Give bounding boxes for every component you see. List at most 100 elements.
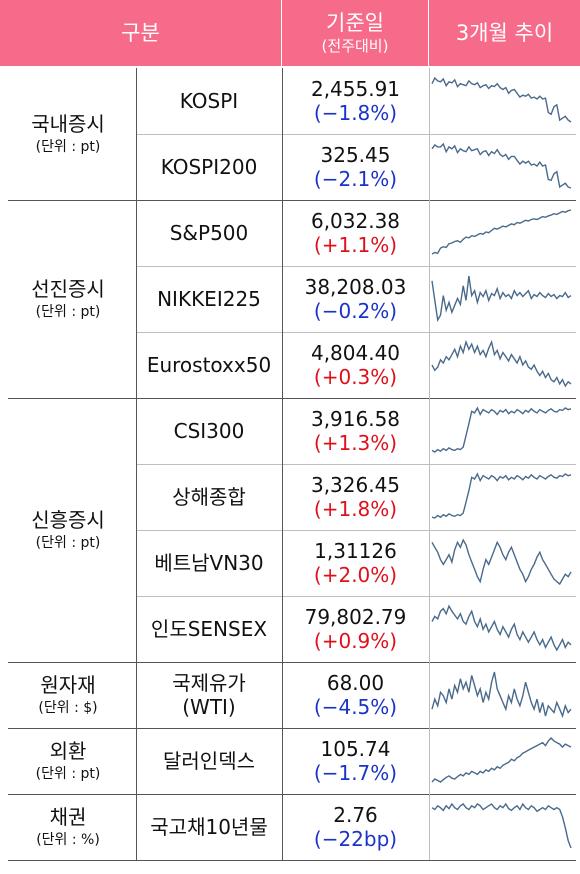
index-cell: KOSPI (136, 68, 282, 134)
weekly-change: (−4.5%) (313, 695, 398, 719)
column-divider (282, 68, 283, 860)
category-unit: (단위 : pt) (35, 139, 101, 155)
index-value: 3,916.58 (310, 407, 401, 431)
weekly-change: (−22bp) (313, 827, 398, 851)
index-cell: 베트남VN30 (136, 530, 282, 596)
trend-line (431, 538, 572, 586)
trend-line (431, 76, 572, 123)
trend-sparkline (431, 604, 572, 652)
weekly-change: (+1.1%) (313, 233, 398, 257)
trend-sparkline (431, 142, 572, 189)
value-cell: 4,804.40 (+0.3%) (282, 332, 429, 398)
trend-sparkline (431, 802, 572, 849)
trend-line (431, 275, 572, 323)
trend-line (431, 802, 572, 849)
row-divider (136, 464, 576, 465)
value-cell: 2,455.91 (−1.8%) (282, 68, 429, 134)
index-cell: 국제유가 (WTI) (136, 662, 282, 728)
row-divider (8, 662, 576, 663)
index-cell: KOSPI200 (136, 134, 282, 200)
value-cell: 325.45 (−2.1%) (282, 134, 429, 200)
row-divider (8, 794, 576, 795)
weekly-change: (+2.0%) (313, 563, 398, 587)
value-cell: 1,31126 (+2.0%) (282, 530, 429, 596)
category-name: 선진증시 (31, 277, 105, 301)
header-value-label: 기준일 (326, 11, 384, 35)
category-cell: 선진증시 (단위 : pt) (0, 200, 136, 398)
value-cell: 3,916.58 (+1.3%) (282, 398, 429, 464)
header-value-sublabel: (전주대비) (321, 37, 389, 55)
index-cell: 국고채10년물 (136, 794, 282, 860)
index-value: 38,208.03 (304, 275, 407, 299)
row-divider (136, 134, 576, 135)
table-row: 상해종합 3,326.45 (+1.8%) (0, 464, 580, 530)
index-cell: S&P500 (136, 200, 282, 266)
column-divider (429, 68, 430, 860)
trend-sparkline (431, 671, 572, 719)
category-cell: 신흥증시 (단위 : pt) (0, 398, 136, 662)
table-row: 베트남VN30 1,31126 (+2.0%) (0, 530, 580, 596)
index-name: 국고채10년물 (150, 815, 268, 839)
index-value: 68.00 (326, 671, 385, 695)
header-value: 기준일 (전주대비) (282, 0, 428, 66)
index-cell: Eurostoxx50 (136, 332, 282, 398)
trend-line (431, 406, 572, 453)
header-trend-label: 3개월 추이 (455, 21, 554, 45)
index-value: 4,804.40 (310, 341, 401, 365)
table-row: 달러인덱스 105.74 (−1.7%) (0, 728, 580, 794)
index-name: 인도SENSEX (150, 617, 268, 641)
index-name: 베트남VN30 (154, 551, 264, 575)
row-divider (8, 398, 576, 399)
row-divider (8, 860, 576, 861)
trend-sparkline (431, 76, 572, 123)
row-divider (136, 530, 576, 531)
trend-sparkline (431, 538, 572, 586)
trend-sparkline (431, 472, 572, 519)
trend-line (431, 339, 572, 388)
table-row: 국고채10년물 2.76 (−22bp) (0, 794, 580, 860)
index-cell: NIKKEI225 (136, 266, 282, 332)
category-unit: (단위 : pt) (35, 766, 101, 782)
column-divider (136, 68, 137, 860)
row-divider (136, 266, 576, 267)
table-row: KOSPI 2,455.91 (−1.8%) (0, 68, 580, 134)
value-cell: 79,802.79 (+0.9%) (282, 596, 429, 662)
weekly-change: (+1.8%) (313, 497, 398, 521)
header-divider (428, 6, 429, 60)
index-name: KOSPI200 (160, 155, 258, 179)
row-divider (8, 200, 576, 201)
weekly-change: (+0.9%) (313, 629, 398, 653)
index-name: Eurostoxx50 (146, 353, 272, 377)
index-value: 6,032.38 (310, 209, 401, 233)
index-value: 2,455.91 (310, 77, 401, 101)
trend-sparkline (431, 209, 572, 255)
index-cell: 상해종합 (136, 464, 282, 530)
value-cell: 3,326.45 (+1.8%) (282, 464, 429, 530)
row-divider (136, 332, 576, 333)
trend-sparkline (431, 736, 572, 783)
category-unit: (단위 : $) (38, 700, 98, 716)
category-cell: 외환 (단위 : pt) (0, 728, 136, 794)
index-value: 2.76 (333, 803, 378, 827)
index-name: KOSPI (179, 89, 239, 113)
trend-sparkline (431, 275, 572, 323)
header-trend: 3개월 추이 (429, 0, 580, 66)
table-row: 국제유가 (WTI) 68.00 (−4.5%) (0, 662, 580, 728)
header-divider (281, 6, 282, 60)
index-value: 325.45 (320, 143, 391, 167)
category-name: 원자재 (40, 673, 96, 697)
value-cell: 6,032.38 (+1.1%) (282, 200, 429, 266)
trend-line (431, 736, 572, 783)
category-name: 국내증시 (31, 112, 105, 136)
value-cell: 105.74 (−1.7%) (282, 728, 429, 794)
row-divider (8, 728, 576, 729)
table-row: NIKKEI225 38,208.03 (−0.2%) (0, 266, 580, 332)
value-cell: 38,208.03 (−0.2%) (282, 266, 429, 332)
trend-line (431, 671, 572, 719)
weekly-change: (−1.7%) (313, 761, 398, 785)
weekly-change: (+1.3%) (313, 431, 398, 455)
category-unit: (단위 : pt) (35, 304, 101, 320)
index-value: 3,326.45 (310, 473, 401, 497)
header-category: 구분 (0, 0, 281, 66)
index-name: NIKKEI225 (157, 287, 261, 311)
